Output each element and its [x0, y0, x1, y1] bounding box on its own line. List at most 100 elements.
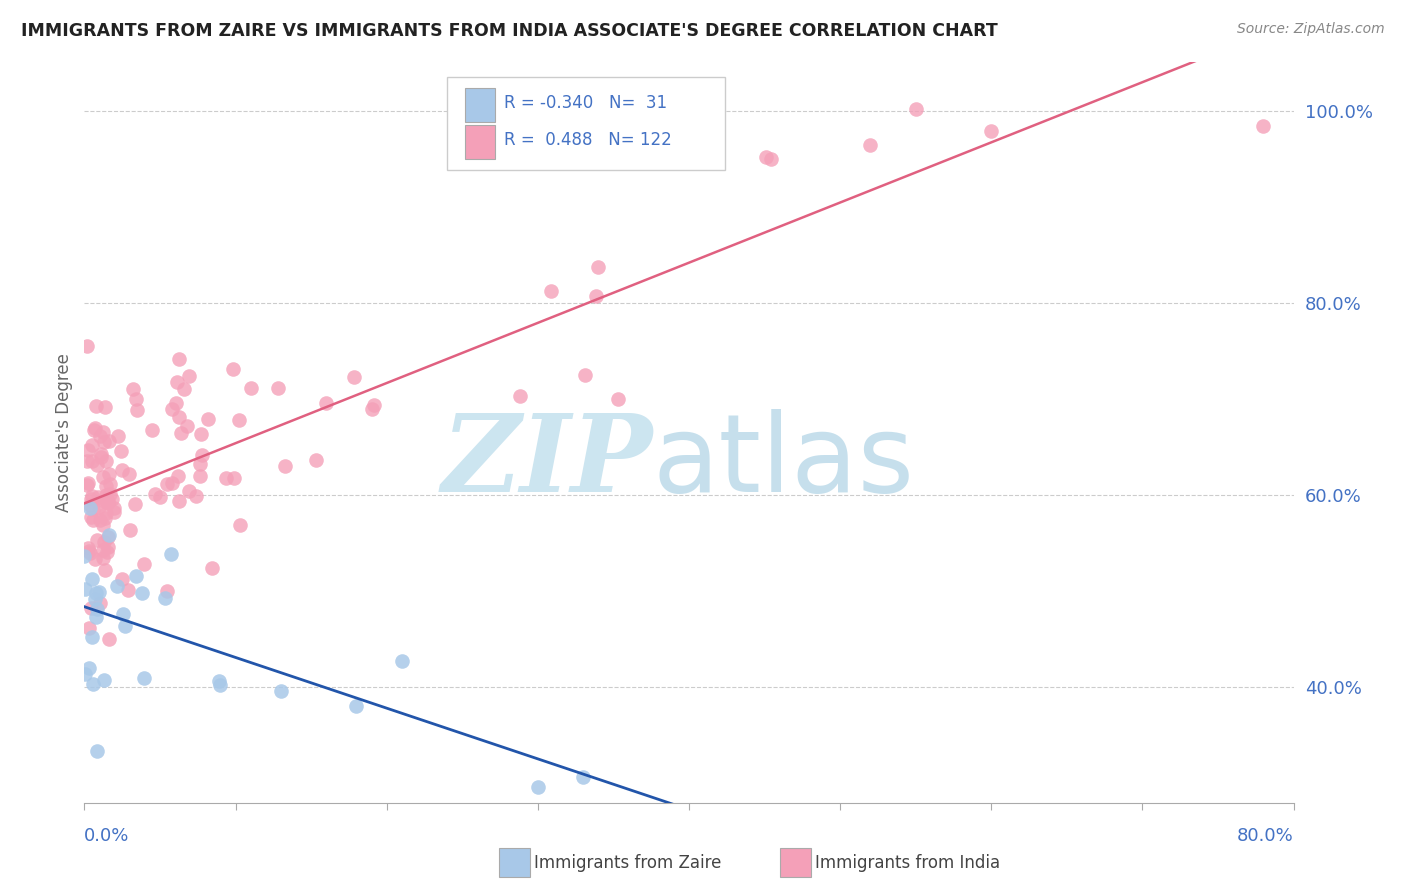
Point [166, 376, 188, 390]
Text: 80.0%: 80.0% [1237, 827, 1294, 845]
Point [79, 546, 101, 560]
Point [94, 454, 117, 468]
Point [98, 467, 121, 481]
Point [170, 426, 193, 441]
Point [91, 550, 114, 565]
Point [91, 425, 114, 440]
Point [111, 572, 134, 586]
Point [173, 382, 195, 396]
Point [80, 572, 103, 586]
Point [110, 443, 132, 458]
Point [94, 511, 117, 525]
Point [188, 469, 211, 483]
Text: R =  0.488   N= 122: R = 0.488 N= 122 [503, 131, 672, 149]
FancyBboxPatch shape [447, 78, 725, 169]
Point [149, 490, 172, 504]
Point [80, 491, 103, 506]
FancyBboxPatch shape [465, 126, 495, 159]
Point [84, 552, 107, 566]
Point [94, 563, 117, 577]
Point [89, 429, 111, 443]
Point [93, 673, 115, 688]
Point [124, 498, 146, 512]
Point [86, 458, 108, 472]
Text: 0.0%: 0.0% [84, 827, 129, 845]
Point [363, 398, 385, 412]
Point [574, 368, 596, 382]
Text: Immigrants from Zaire: Immigrants from Zaire [534, 854, 721, 871]
Point [118, 523, 141, 537]
Point [606, 392, 628, 406]
Text: atlas: atlas [652, 409, 915, 516]
Point [201, 561, 224, 575]
Point [527, 780, 550, 795]
Point [153, 591, 176, 606]
Text: Source: ZipAtlas.com: Source: ZipAtlas.com [1237, 22, 1385, 37]
Point [112, 607, 135, 622]
Point [77, 621, 100, 635]
Point [80, 509, 103, 524]
Point [80, 438, 103, 452]
Point [361, 401, 384, 416]
Point [859, 138, 882, 153]
Point [190, 427, 212, 442]
Y-axis label: Associate's Degree: Associate's Degree [55, 353, 73, 512]
Point [86, 533, 108, 547]
Point [125, 403, 148, 417]
Point [125, 569, 148, 583]
Point [76, 476, 98, 491]
Point [96, 545, 118, 559]
Point [904, 102, 927, 116]
Point [509, 389, 531, 403]
Point [759, 152, 782, 166]
Point [132, 557, 155, 571]
Point [169, 409, 191, 424]
Point [84, 610, 107, 624]
Point [80, 601, 103, 615]
Point [93, 534, 115, 549]
Text: IMMIGRANTS FROM ZAIRE VS IMMIGRANTS FROM INDIA ASSOCIATE'S DEGREE CORRELATION CH: IMMIGRANTS FROM ZAIRE VS IMMIGRANTS FROM… [21, 22, 998, 40]
Point [90, 446, 112, 460]
Point [1253, 119, 1275, 133]
Point [132, 671, 155, 685]
Point [96, 495, 118, 509]
Point [103, 505, 125, 519]
Point [143, 487, 166, 501]
Point [267, 381, 290, 395]
Point [188, 457, 211, 471]
Point [87, 491, 110, 505]
Point [94, 488, 117, 502]
Point [176, 419, 198, 434]
Point [167, 352, 190, 367]
Point [97, 494, 120, 508]
Point [82, 501, 104, 516]
Point [77, 661, 100, 675]
Point [156, 584, 179, 599]
Point [79, 544, 101, 558]
Point [82, 677, 104, 691]
Point [94, 506, 117, 520]
FancyBboxPatch shape [465, 88, 495, 121]
Point [87, 500, 110, 514]
Point [156, 476, 179, 491]
Point [97, 496, 120, 510]
Point [222, 471, 245, 485]
Point [585, 289, 607, 303]
Point [80, 630, 103, 644]
Point [186, 489, 208, 503]
Point [83, 423, 105, 437]
Point [165, 396, 187, 410]
Point [84, 586, 107, 600]
Point [89, 513, 111, 527]
Point [239, 381, 262, 395]
Point [160, 401, 183, 416]
Point [93, 493, 115, 508]
Point [91, 543, 114, 558]
Point [191, 449, 214, 463]
Point [98, 434, 121, 448]
Point [215, 471, 238, 485]
Point [122, 382, 145, 396]
Point [100, 492, 122, 507]
Point [76, 478, 98, 492]
Point [73, 582, 96, 597]
